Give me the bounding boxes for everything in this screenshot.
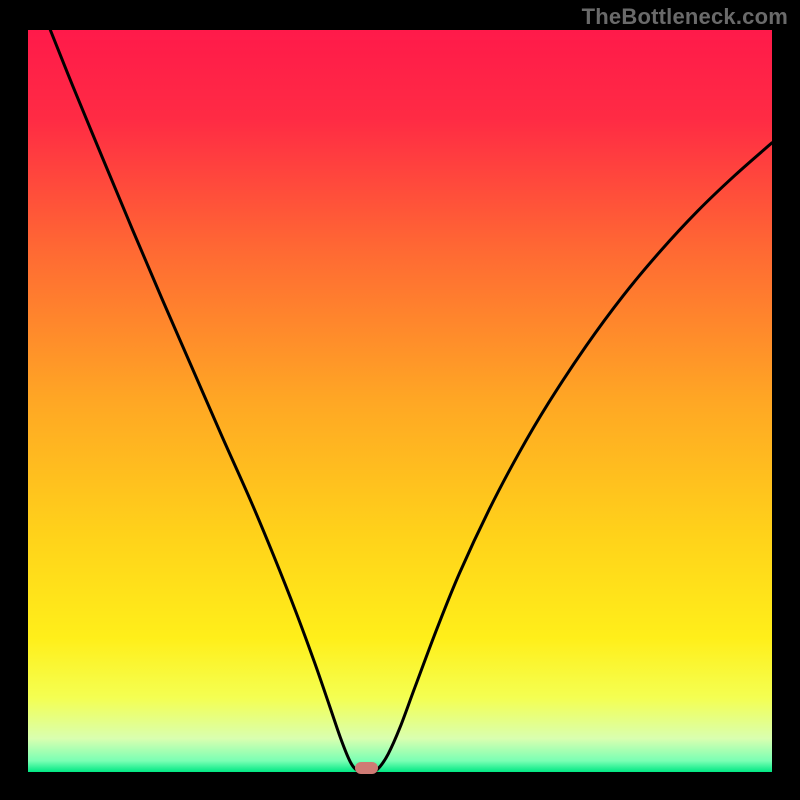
- watermark-text: TheBottleneck.com: [582, 4, 788, 30]
- plot-area: [28, 30, 772, 772]
- optimum-marker: [355, 762, 377, 774]
- chart-frame: TheBottleneck.com: [0, 0, 800, 800]
- bottleneck-curve: [28, 30, 772, 772]
